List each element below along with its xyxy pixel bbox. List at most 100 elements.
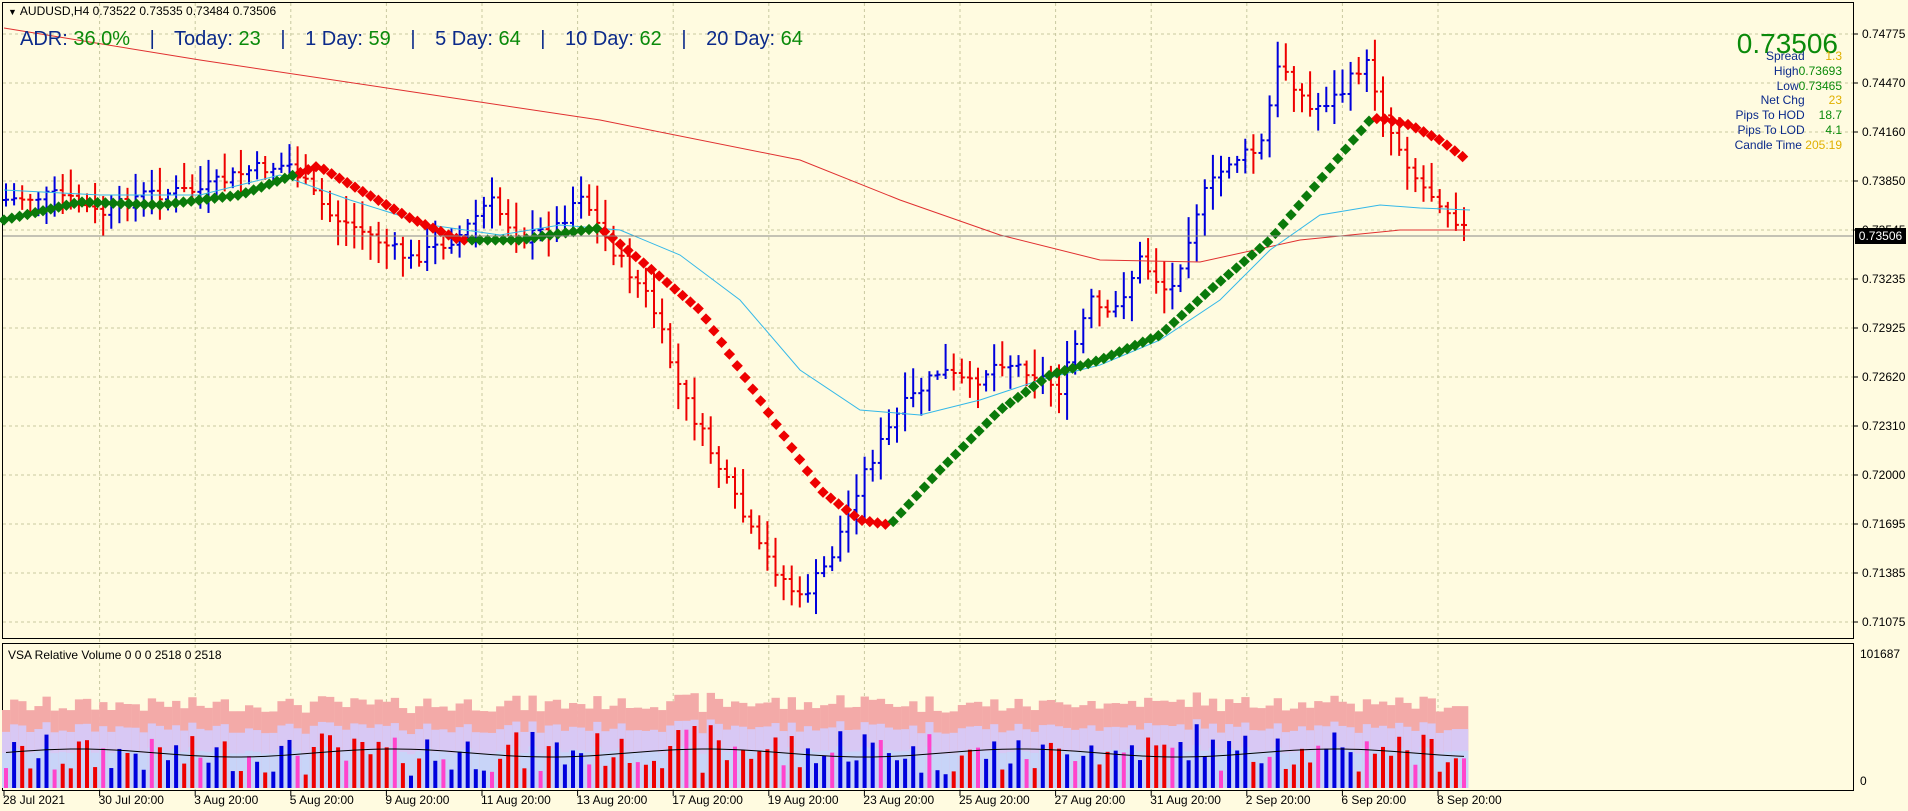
- volume-bar: [1275, 738, 1280, 788]
- trend-down-marker: [458, 234, 470, 246]
- volume-bar: [1413, 764, 1418, 788]
- volume-bar: [68, 768, 73, 788]
- volume-bar: [1243, 735, 1248, 788]
- volume-bar: [911, 746, 916, 788]
- volume-bar: [255, 761, 260, 788]
- trend-down-marker: [864, 515, 876, 528]
- volume-bar: [822, 755, 827, 788]
- volume-bar: [1405, 750, 1410, 788]
- price-axis-label: 0.72925: [1862, 321, 1906, 335]
- trend-down-marker: [661, 276, 673, 289]
- volume-bar: [1162, 744, 1167, 788]
- trend-down-marker: [1449, 145, 1461, 157]
- trend-down-marker: [739, 371, 751, 384]
- volume-bar: [85, 740, 89, 788]
- trend-down-marker: [1386, 115, 1399, 127]
- trend-up-marker: [6, 212, 18, 224]
- volume-bar: [149, 738, 154, 788]
- time-axis-label: 5 Aug 20:00: [289, 793, 354, 807]
- trend-down-marker: [747, 383, 759, 395]
- trend-down-marker: [598, 226, 611, 238]
- trend-up-marker: [552, 228, 564, 240]
- trend-down-marker: [1417, 126, 1430, 138]
- today-value: 23: [238, 28, 261, 50]
- volume-bar: [684, 729, 689, 788]
- trend-up-marker: [1347, 134, 1360, 146]
- volume-bar: [514, 732, 519, 788]
- trend-down-marker: [614, 238, 626, 250]
- volume-bar: [1121, 752, 1126, 788]
- pips-hod-value: 18.7: [1818, 108, 1842, 123]
- volume-bar: [368, 754, 373, 788]
- volume-average-line: [5, 748, 1465, 758]
- volume-bar: [360, 741, 365, 788]
- volume-bar: [319, 733, 324, 788]
- volume-bar: [1024, 759, 1029, 788]
- collapse-triangle-icon[interactable]: ▼: [8, 7, 17, 17]
- trend-down-marker: [606, 232, 619, 244]
- current-price-marker: 0.73506: [1855, 228, 1906, 244]
- volume-bar: [1048, 742, 1053, 788]
- volume-bar: [1332, 732, 1337, 788]
- trend-up-marker: [162, 198, 174, 210]
- volume-bar: [700, 772, 705, 788]
- volume-bar: [562, 764, 567, 788]
- trend-up-marker: [177, 196, 190, 208]
- trend-down-marker: [637, 257, 650, 269]
- volume-bar: [101, 748, 106, 788]
- volume-bar: [76, 741, 81, 788]
- volume-bar: [595, 733, 600, 788]
- volume-bar: [190, 736, 195, 788]
- day1-label: 1 Day:: [305, 28, 363, 50]
- trend-down-marker: [372, 194, 385, 206]
- trend-up-marker: [13, 210, 26, 222]
- trend-down-marker: [357, 185, 369, 198]
- price-axis-label: 0.73850: [1862, 174, 1906, 188]
- moving-average-slow: [3, 27, 1470, 263]
- time-axis-label: 9 Aug 20:00: [385, 793, 450, 807]
- volume-band-low: [236, 753, 246, 788]
- day5-label: 5 Day:: [435, 28, 493, 50]
- trend-down-marker: [770, 418, 782, 430]
- trend-up-marker: [1199, 288, 1211, 300]
- volume-bar: [271, 771, 276, 788]
- trend-up-marker: [489, 234, 502, 246]
- trend-up-marker: [224, 190, 236, 202]
- trend-up-marker: [957, 440, 970, 453]
- trend-down-marker: [786, 442, 798, 454]
- price-axis-label: 0.73235: [1862, 272, 1906, 286]
- trend-up-marker: [1027, 380, 1040, 393]
- volume-bar: [344, 760, 349, 788]
- volume-bar: [1202, 756, 1207, 788]
- volume-band-low: [917, 753, 926, 788]
- price-chart-panel[interactable]: [2, 2, 1854, 639]
- adr-label: ADR:: [20, 28, 68, 50]
- day5-value: 64: [498, 28, 521, 50]
- volume-band-low: [488, 753, 497, 788]
- volume-bar: [117, 748, 122, 788]
- trend-down-marker: [715, 336, 728, 349]
- trend-up-marker: [949, 448, 962, 461]
- price-axis-label: 0.74160: [1862, 125, 1906, 139]
- separator: |: [681, 28, 687, 50]
- trend-up-marker: [1285, 209, 1297, 221]
- volume-bar: [1081, 755, 1086, 788]
- volume-bar: [530, 731, 535, 788]
- trend-down-marker: [825, 492, 837, 504]
- day10-value: 62: [639, 28, 662, 50]
- trend-up-marker: [513, 234, 525, 246]
- trend-up-marker: [1020, 386, 1032, 398]
- trend-up-marker: [146, 199, 158, 211]
- volume-bar: [311, 746, 316, 788]
- volume-bar: [587, 764, 592, 788]
- volume-bar: [1040, 744, 1045, 788]
- volume-bar: [1389, 755, 1394, 788]
- volume-bar: [198, 757, 203, 788]
- volume-bar: [1300, 748, 1304, 788]
- volume-bar: [643, 764, 648, 788]
- trend-up-marker: [481, 234, 494, 246]
- time-axis-label: 11 Aug 20:00: [481, 793, 551, 807]
- volume-bar: [36, 758, 41, 788]
